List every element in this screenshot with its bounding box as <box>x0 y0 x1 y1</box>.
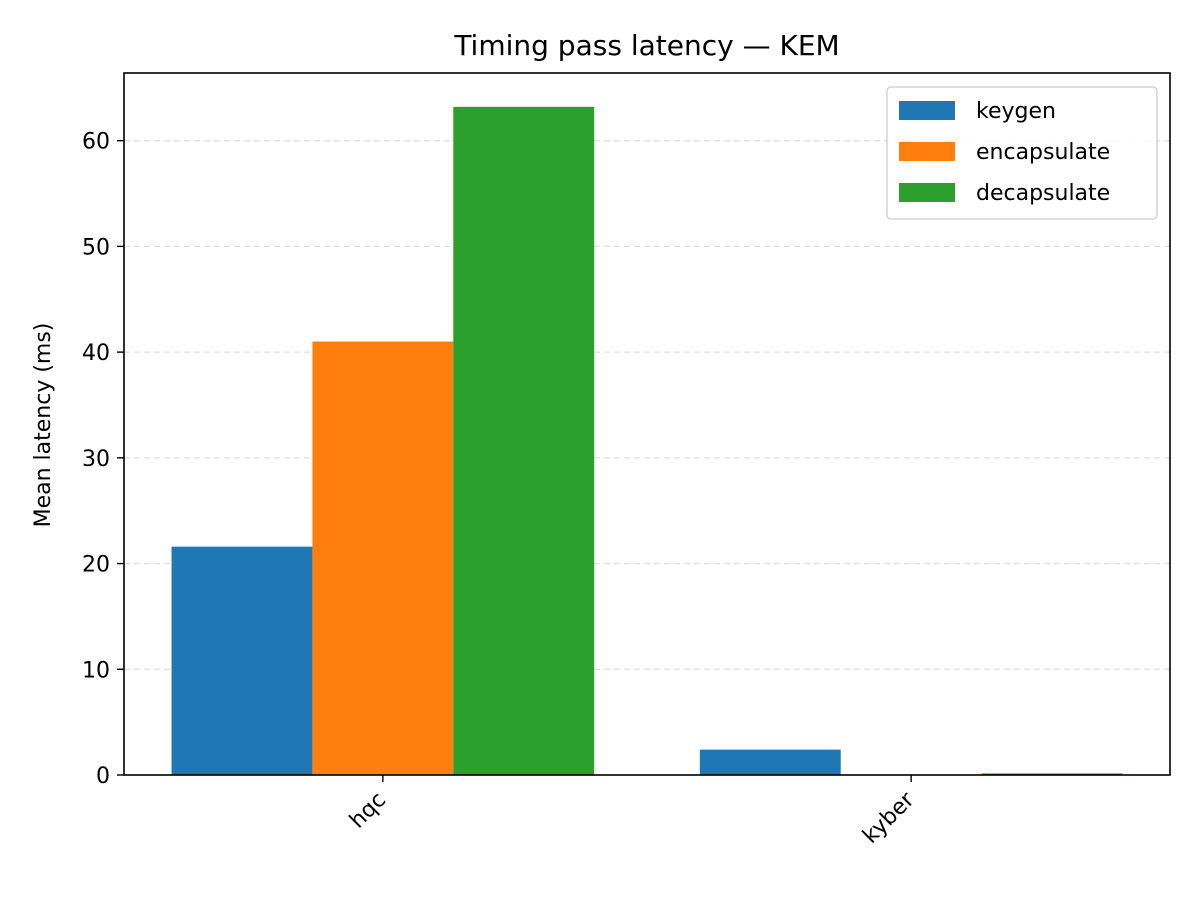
y-tick-label: 0 <box>96 764 110 789</box>
legend-swatch-keygen <box>899 101 955 120</box>
legend-swatch-decapsulate <box>899 183 955 202</box>
chart-title: Timing pass latency — KEM <box>453 29 839 62</box>
legend-label-decapsulate: decapsulate <box>976 181 1110 206</box>
legend-swatch-encapsulate <box>899 142 955 161</box>
y-tick-label: 40 <box>82 341 110 366</box>
y-tick-label: 30 <box>82 447 110 472</box>
y-tick-label: 50 <box>82 235 110 260</box>
y-axis-ticks: 0 10 20 30 40 50 60 <box>82 130 124 789</box>
y-tick-label: 20 <box>82 553 110 578</box>
bar-keygen-hqc <box>171 546 313 775</box>
plot-frame <box>123 72 1171 776</box>
x-tick-label-kyber: kyber <box>858 787 920 849</box>
legend-label-keygen: keygen <box>976 99 1056 124</box>
bar-keygen-kyber <box>699 749 841 775</box>
legend: keygen encapsulate decapsulate <box>886 86 1158 220</box>
x-axis-ticks: hqc kyber <box>345 775 920 849</box>
y-tick-label: 10 <box>82 658 110 683</box>
y-tick-label: 60 <box>82 130 110 155</box>
bar-decapsulate-hqc <box>453 106 595 776</box>
legend-label-encapsulate: encapsulate <box>976 140 1110 165</box>
y-axis-label: Mean latency (ms) <box>31 323 56 528</box>
bars <box>171 106 1123 776</box>
x-tick-label-hqc: hqc <box>345 788 391 834</box>
bar-encapsulate-hqc <box>312 341 454 775</box>
